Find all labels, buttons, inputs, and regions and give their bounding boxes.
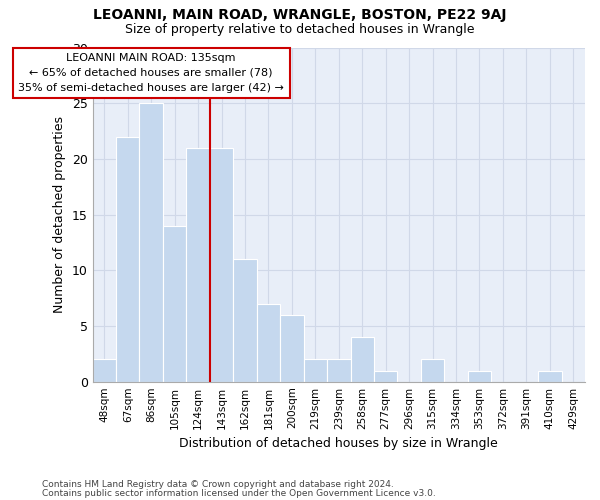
Bar (468, 370, 491, 382)
Text: Size of property relative to detached houses in Wrangle: Size of property relative to detached ho… (125, 22, 475, 36)
Text: Contains public sector information licensed under the Open Government Licence v3: Contains public sector information licen… (42, 488, 436, 498)
X-axis label: Distribution of detached houses by size in Wrangle: Distribution of detached houses by size … (179, 437, 498, 450)
Y-axis label: Number of detached properties: Number of detached properties (53, 116, 66, 313)
Bar (374, 370, 397, 382)
Bar (257, 304, 280, 382)
Text: LEOANNI MAIN ROAD: 135sqm
← 65% of detached houses are smaller (78)
35% of semi-: LEOANNI MAIN ROAD: 135sqm ← 65% of detac… (18, 53, 284, 92)
Bar (280, 315, 304, 382)
Bar (304, 360, 327, 382)
Bar (116, 136, 139, 382)
Bar (538, 370, 562, 382)
Bar (187, 148, 210, 382)
Bar (92, 360, 116, 382)
Bar (327, 360, 350, 382)
Bar (163, 226, 187, 382)
Bar (233, 259, 257, 382)
Text: Contains HM Land Registry data © Crown copyright and database right 2024.: Contains HM Land Registry data © Crown c… (42, 480, 394, 489)
Bar (210, 148, 233, 382)
Bar (139, 103, 163, 382)
Bar (421, 360, 445, 382)
Bar (350, 337, 374, 382)
Text: LEOANNI, MAIN ROAD, WRANGLE, BOSTON, PE22 9AJ: LEOANNI, MAIN ROAD, WRANGLE, BOSTON, PE2… (93, 8, 507, 22)
